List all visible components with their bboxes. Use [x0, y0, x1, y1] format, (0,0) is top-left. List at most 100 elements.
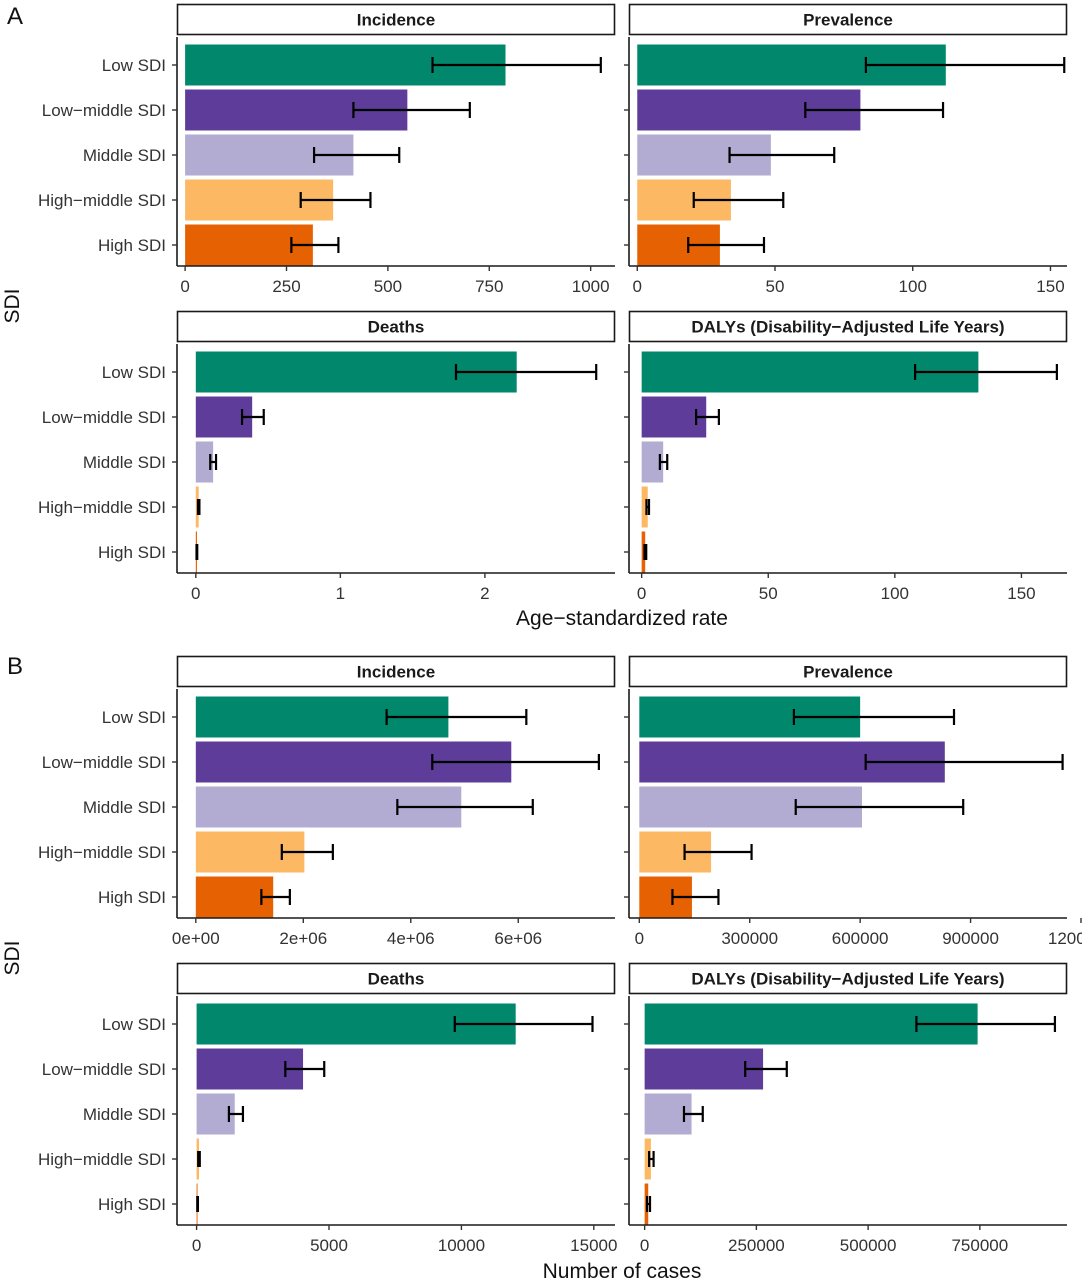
facet-dalys-disability-adjusted-life-years: DALYs (Disability−Adjusted Life Years) 0 2…: [624, 962, 1068, 1255]
x-tick-label: 50: [759, 584, 778, 603]
y-tick-label: Low−middle SDI: [42, 408, 166, 427]
x-tick-label: 600000: [832, 929, 889, 948]
bar-high-middle-sdi: [644, 1138, 651, 1180]
errorbar-high-sdi: [643, 544, 648, 560]
panel-b: B SDI Number of cases Incidence 0e+00 2e+06 4e…: [1, 653, 1082, 1280]
x-tick-label: 0: [180, 277, 189, 296]
facet-prevalence: Prevalence 0 50 100 150: [624, 3, 1068, 296]
errorbar-low-middle-sdi: [744, 1061, 788, 1077]
x-tick-label: 250000: [728, 1236, 785, 1255]
facet-title: DALYs (Disability−Adjusted Life Years): [691, 970, 1004, 989]
facet-title: Prevalence: [803, 663, 893, 682]
x-tick-label: 750: [475, 277, 503, 296]
x-axis-title: Age−standardized rate: [516, 607, 728, 630]
y-tick-label: Low SDI: [102, 708, 166, 727]
errorbar-low-middle-sdi: [284, 1061, 326, 1077]
errorbar-low-middle-sdi: [864, 754, 1064, 770]
y-tick-label: Low SDI: [102, 1015, 166, 1034]
facet-strip: [628, 3, 1068, 36]
x-tick-label: 4e+06: [387, 929, 435, 948]
y-tick-label: Middle SDI: [83, 146, 166, 165]
facet-incidence: Incidence 0 250 500 750 1000 Low SDI Low−middle…: [38, 3, 616, 296]
y-tick-label: High−middle SDI: [38, 498, 166, 517]
y-tick-label: Low−middle SDI: [42, 101, 166, 120]
x-tick-label: 150: [1007, 584, 1035, 603]
errorbar-middle-sdi: [396, 799, 534, 815]
errorbar-high-sdi: [290, 237, 340, 253]
y-tick-label: High−middle SDI: [38, 191, 166, 210]
errorbar-low-middle-sdi: [804, 102, 945, 118]
errorbar-low-sdi: [864, 57, 1066, 73]
facet-dalys-disability-adjusted-life-years: DALYs (Disability−Adjusted Life Years) 0 5…: [624, 310, 1068, 603]
errorbar-high-sdi: [196, 1196, 200, 1212]
errorbar-high-middle-sdi: [645, 499, 651, 515]
bar-middle-sdi: [195, 441, 214, 483]
y-tick-label: Middle SDI: [83, 453, 166, 472]
errorbar-high-sdi: [260, 889, 291, 905]
y-axis-title: SDI: [1, 940, 24, 975]
y-axis-title: SDI: [1, 288, 24, 323]
facet-strip: [176, 310, 616, 343]
x-tick-label: 50: [766, 277, 785, 296]
x-tick-label: 250: [272, 277, 300, 296]
facet-title: Deaths: [368, 970, 425, 989]
errorbar-low-sdi: [385, 709, 528, 725]
errorbar-low-sdi: [431, 57, 602, 73]
bar-high-middle-sdi: [641, 486, 648, 528]
errorbar-low-middle-sdi: [431, 754, 600, 770]
errorbar-low-sdi: [913, 364, 1058, 380]
errorbar-high-middle-sdi: [648, 1151, 655, 1167]
x-tick-label: 2e+06: [279, 929, 327, 948]
x-tick-label: 750000: [951, 1236, 1008, 1255]
x-tick-label: 5000: [310, 1236, 348, 1255]
x-tick-label: 100: [899, 277, 927, 296]
panel-letter: A: [7, 3, 23, 30]
errorbar-low-middle-sdi: [240, 409, 265, 425]
errorbar-low-sdi: [454, 364, 598, 380]
errorbar-high-middle-sdi: [280, 844, 334, 860]
x-tick-label: 300000: [721, 929, 778, 948]
facet-title: Deaths: [368, 318, 425, 337]
y-tick-label: High−middle SDI: [38, 1150, 166, 1169]
errorbar-low-middle-sdi: [352, 102, 471, 118]
facet-deaths: Deaths 0 1 2 Low SDI Low−middle SDI Middle SDI…: [38, 310, 616, 603]
errorbar-low-sdi: [453, 1016, 594, 1032]
x-tick-label: 500000: [840, 1236, 897, 1255]
errorbar-middle-sdi: [227, 1106, 245, 1122]
x-tick-label: 2: [480, 584, 489, 603]
y-tick-label: High−middle SDI: [38, 843, 166, 862]
facet-strip: [176, 962, 616, 995]
y-tick-label: Low−middle SDI: [42, 753, 166, 772]
x-tick-label: 6e+06: [494, 929, 542, 948]
facet-prevalence: Prevalence 0 300000 600000 900000 1200000: [624, 655, 1082, 948]
y-tick-label: High SDI: [98, 543, 166, 562]
facet-title: Prevalence: [803, 11, 893, 30]
x-tick-label: 15000: [570, 1236, 617, 1255]
y-tick-label: High SDI: [98, 236, 166, 255]
x-tick-label: 0: [633, 277, 642, 296]
errorbar-high-middle-sdi: [692, 192, 785, 208]
facet-deaths: Deaths 0 5000 10000 15000 Low SDI Low−middle S…: [38, 962, 617, 1255]
errorbar-middle-sdi: [794, 799, 965, 815]
errorbar-high-middle-sdi: [299, 192, 372, 208]
x-tick-label: 0: [191, 584, 200, 603]
x-tick-label: 900000: [942, 929, 999, 948]
errorbar-high-sdi: [195, 544, 199, 560]
x-tick-label: 10000: [438, 1236, 485, 1255]
errorbar-middle-sdi: [728, 147, 836, 163]
errorbar-middle-sdi: [209, 454, 218, 470]
x-axis-title: Number of cases: [543, 1260, 702, 1280]
x-tick-label: 1000: [572, 277, 610, 296]
errorbar-low-sdi: [792, 709, 956, 725]
errorbar-middle-sdi: [658, 454, 669, 470]
errorbar-low-middle-sdi: [694, 409, 720, 425]
x-tick-label: 150: [1036, 277, 1064, 296]
errorbar-low-sdi: [915, 1016, 1057, 1032]
facet-strip: [628, 655, 1068, 688]
x-tick-label: 1200000: [1048, 929, 1082, 948]
facet-strip: [176, 655, 616, 688]
errorbar-middle-sdi: [682, 1106, 704, 1122]
x-tick-label: 500: [374, 277, 402, 296]
